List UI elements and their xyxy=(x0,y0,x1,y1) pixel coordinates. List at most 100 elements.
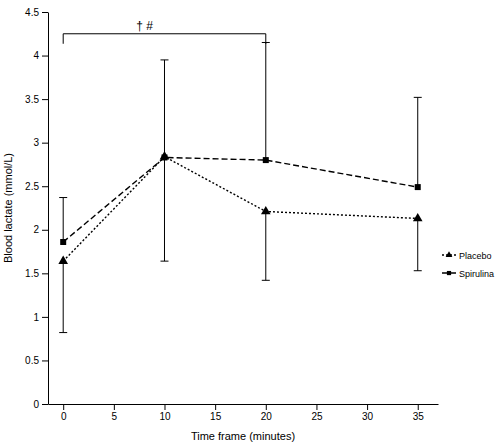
series xyxy=(59,42,422,244)
y-tick-mark xyxy=(42,186,48,187)
error-bar xyxy=(262,211,270,280)
x-tick-mark xyxy=(266,404,267,410)
error-bar-stem xyxy=(417,218,418,270)
error-bar xyxy=(262,42,270,160)
legend-item: Spirulina xyxy=(442,269,494,279)
error-bar-stem xyxy=(265,42,266,160)
y-tick: 4 xyxy=(33,50,48,61)
y-tick-label: 1 xyxy=(33,312,39,323)
error-bar-cap xyxy=(414,97,422,98)
y-tick-label: 4 xyxy=(33,50,39,61)
error-bar xyxy=(160,157,168,262)
y-tick: 1.5 xyxy=(25,268,48,279)
error-bar-stem xyxy=(63,198,64,242)
y-tick-label: 3 xyxy=(33,137,39,148)
x-tick-label: 25 xyxy=(311,411,323,422)
x-tick: 0 xyxy=(61,404,67,422)
plot-area xyxy=(58,42,422,332)
error-bar-cap xyxy=(414,270,422,271)
x-tick-mark xyxy=(63,404,64,410)
series-line xyxy=(63,157,418,262)
y-tick: 2.5 xyxy=(25,181,48,192)
legend-label: Placebo xyxy=(459,251,492,261)
legend-item: Placebo xyxy=(442,251,492,261)
error-bar xyxy=(414,97,422,187)
y-axis-line xyxy=(48,13,49,405)
x-tick-label: 0 xyxy=(61,411,67,422)
x-axis-title: Time frame (minutes) xyxy=(191,430,295,442)
y-tick-mark xyxy=(42,230,48,231)
y-tick: 0.5 xyxy=(25,355,48,366)
error-bar-stem xyxy=(63,261,64,332)
legend-marker xyxy=(447,271,451,275)
x-tick-mark xyxy=(367,404,368,410)
x-tick: 10 xyxy=(159,404,171,422)
error-bar-stem xyxy=(417,97,418,187)
error-bar-cap xyxy=(160,59,168,60)
y-tick-label: 4.5 xyxy=(25,7,39,18)
x-tick-label: 10 xyxy=(159,411,171,422)
y-tick: 3.5 xyxy=(25,94,48,105)
y-tick-mark xyxy=(42,404,48,405)
y-tick-label: 3.5 xyxy=(25,94,39,105)
error-bar-cap xyxy=(59,197,67,198)
marker xyxy=(161,154,167,160)
x-tick-label: 30 xyxy=(362,411,374,422)
y-tick: 1 xyxy=(33,312,48,323)
error-bar-stem xyxy=(164,60,165,158)
x-tick: 25 xyxy=(311,404,323,422)
y-tick-mark xyxy=(42,12,48,13)
legend-label: Spirulina xyxy=(459,269,494,279)
y-tick-label: 0.5 xyxy=(25,355,39,366)
x-tick-mark xyxy=(114,404,115,410)
y-tick-mark xyxy=(42,99,48,100)
error-bar-stem xyxy=(164,157,165,262)
y-tick: 3 xyxy=(33,137,48,148)
error-bar xyxy=(59,261,67,332)
x-tick-mark xyxy=(215,404,216,410)
error-bar xyxy=(160,60,168,158)
y-tick-label: 2 xyxy=(33,224,39,235)
x-tick-label: 20 xyxy=(261,411,273,422)
y-tick-mark xyxy=(42,273,48,274)
x-tick: 20 xyxy=(261,404,273,422)
y-tick: 0 xyxy=(33,399,48,410)
series xyxy=(58,151,422,333)
error-bar-cap xyxy=(160,261,168,262)
y-tick-mark xyxy=(42,56,48,57)
error-bar-cap xyxy=(59,332,67,333)
legend-marker xyxy=(446,251,453,257)
chart: 0 5 10 15 20 25 30 35 0 0.5 1 1.5 2 2.5 3 3.5 4 4.5 Time f… xyxy=(0,0,500,446)
annotation-text: † # xyxy=(136,19,153,33)
x-axis: 0 5 10 15 20 25 30 35 xyxy=(49,404,439,422)
x-tick: 15 xyxy=(210,404,222,422)
legend: Placebo Spirulina xyxy=(442,251,494,279)
y-tick-label: 0 xyxy=(33,399,39,410)
marker xyxy=(413,213,423,221)
marker xyxy=(415,184,421,190)
y-tick-label: 2.5 xyxy=(25,181,39,192)
marker xyxy=(60,239,66,245)
y-tick-mark xyxy=(42,317,48,318)
error-bar xyxy=(59,198,67,242)
y-tick: 2 xyxy=(33,224,48,235)
series-line xyxy=(63,157,418,241)
x-tick-label: 35 xyxy=(413,411,425,422)
y-tick-mark xyxy=(42,360,48,361)
error-bar xyxy=(414,218,422,270)
y-tick-label: 1.5 xyxy=(25,268,39,279)
marker xyxy=(261,206,271,214)
x-tick-label: 15 xyxy=(210,411,222,422)
y-tick: 4.5 xyxy=(25,7,48,18)
error-bar-stem xyxy=(265,211,266,280)
x-tick: 35 xyxy=(413,404,425,422)
error-bar-cap xyxy=(262,280,270,281)
x-axis-line xyxy=(49,404,439,405)
x-tick: 30 xyxy=(362,404,374,422)
marker xyxy=(263,157,269,163)
x-tick: 5 xyxy=(112,404,118,422)
x-tick-mark xyxy=(164,404,165,410)
y-axis: 0 0.5 1 1.5 2 2.5 3 3.5 4 4.5 xyxy=(25,7,48,410)
annotation-bracket xyxy=(63,34,266,44)
y-axis-title: Blood lactate (mmol/L) xyxy=(2,153,14,263)
